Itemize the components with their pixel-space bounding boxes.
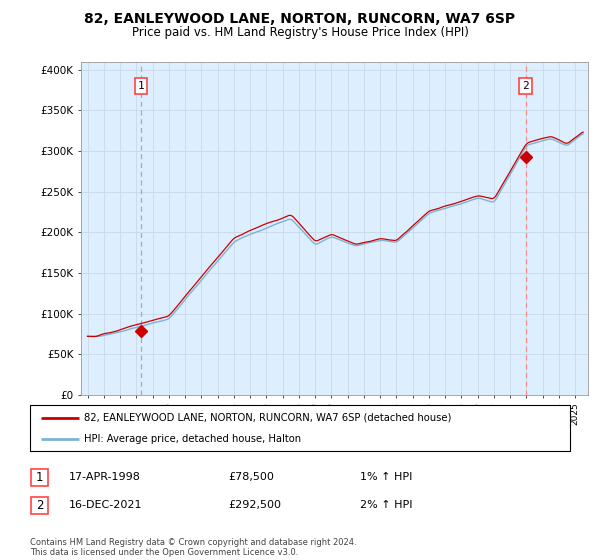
Text: Price paid vs. HM Land Registry's House Price Index (HPI): Price paid vs. HM Land Registry's House … (131, 26, 469, 39)
Text: 1% ↑ HPI: 1% ↑ HPI (360, 472, 412, 482)
Text: 82, EANLEYWOOD LANE, NORTON, RUNCORN, WA7 6SP: 82, EANLEYWOOD LANE, NORTON, RUNCORN, WA… (85, 12, 515, 26)
Text: 2% ↑ HPI: 2% ↑ HPI (360, 500, 413, 510)
Text: 2: 2 (522, 81, 529, 91)
Text: 17-APR-1998: 17-APR-1998 (69, 472, 141, 482)
Text: HPI: Average price, detached house, Halton: HPI: Average price, detached house, Halt… (84, 434, 301, 444)
Text: £78,500: £78,500 (228, 472, 274, 482)
Text: £292,500: £292,500 (228, 500, 281, 510)
Text: 1: 1 (137, 81, 145, 91)
Text: 16-DEC-2021: 16-DEC-2021 (69, 500, 143, 510)
Text: 2: 2 (36, 498, 43, 512)
Text: 82, EANLEYWOOD LANE, NORTON, RUNCORN, WA7 6SP (detached house): 82, EANLEYWOOD LANE, NORTON, RUNCORN, WA… (84, 413, 451, 423)
Text: Contains HM Land Registry data © Crown copyright and database right 2024.
This d: Contains HM Land Registry data © Crown c… (30, 538, 356, 557)
Text: 1: 1 (36, 470, 43, 484)
